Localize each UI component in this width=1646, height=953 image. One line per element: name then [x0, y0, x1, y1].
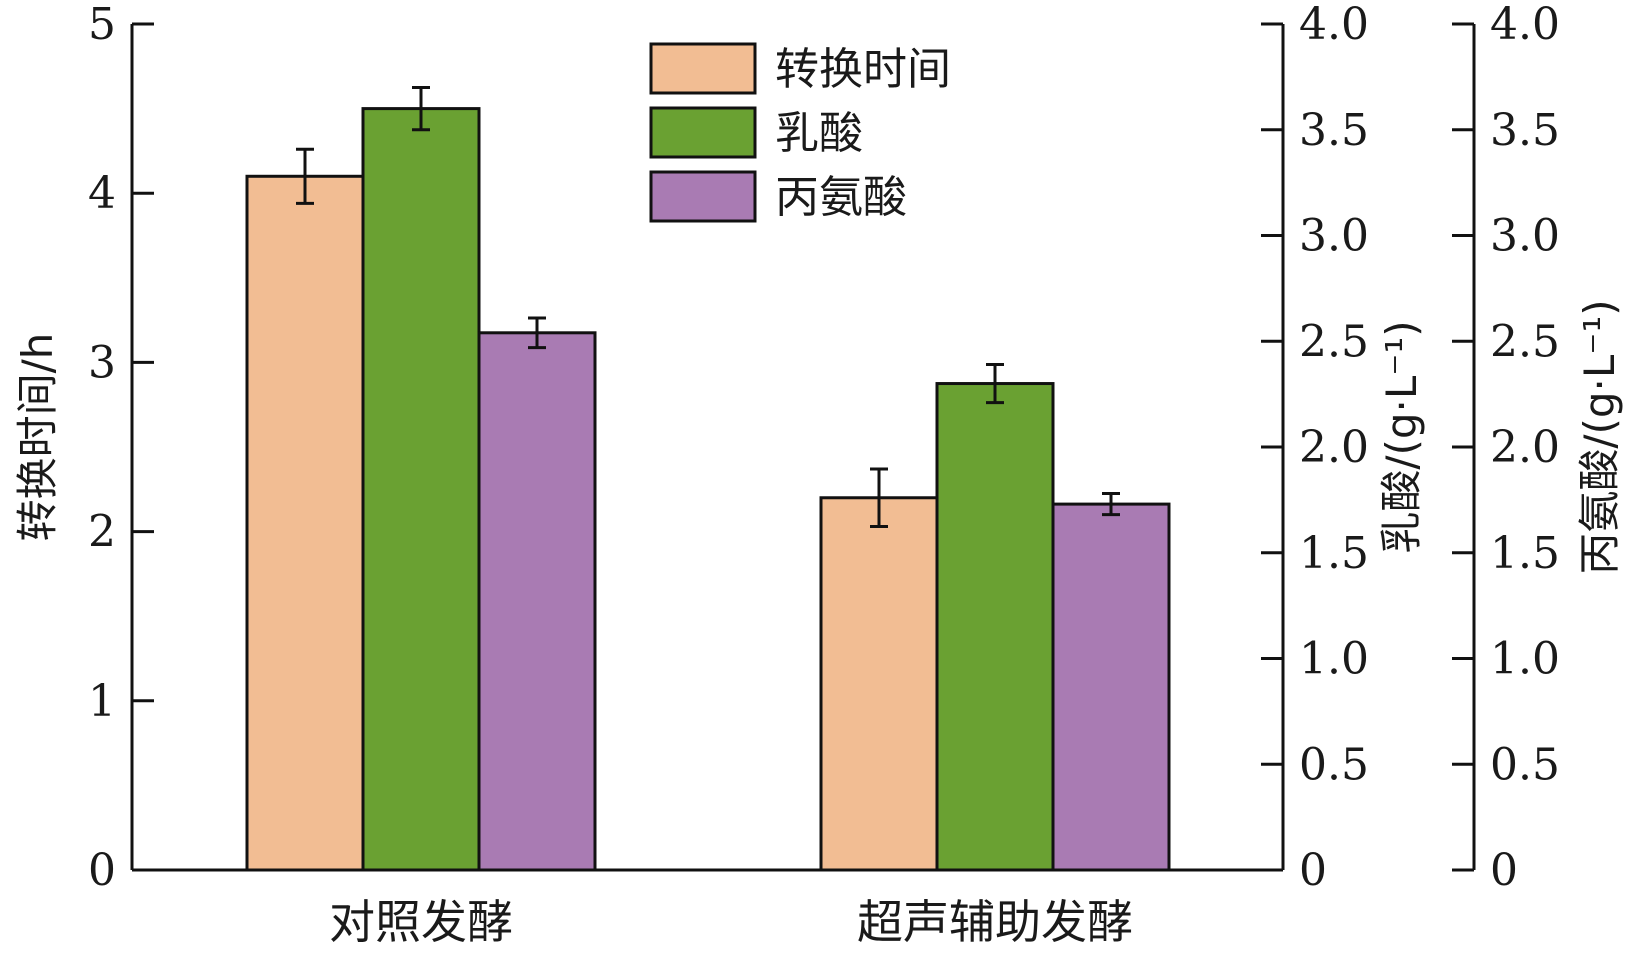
right2-axis-title: 丙氨酸/(g·L⁻¹) — [1575, 299, 1624, 574]
right1-tick-label: 2.5 — [1299, 316, 1369, 367]
category-label: 对照发酵 — [329, 895, 513, 949]
right2-tick-label: 3.5 — [1490, 105, 1560, 156]
right1-tick-label: 4.0 — [1299, 0, 1369, 50]
right2-tick-label: 3.0 — [1490, 211, 1560, 262]
legend-label: 乳酸 — [775, 108, 863, 159]
right2-tick-label: 0 — [1490, 845, 1518, 896]
axes-layer: 对照发酵 超声辅助发酵 0 1 2 3 4 5 0 0.5 1.0 1.5 2.0 2.5 3.0 3.5 4.… — [88, 0, 1560, 949]
errorbars-layer — [296, 85, 1120, 529]
right2-tick-label: 1.0 — [1490, 634, 1560, 685]
right1-tick-label: 0.5 — [1299, 739, 1369, 790]
right2-tick-label: 2.5 — [1490, 316, 1560, 367]
right1-axis-title: 乳酸/(g·L⁻¹) — [1377, 320, 1426, 553]
legend-label: 丙氨酸 — [775, 172, 907, 223]
legend-swatch — [649, 170, 757, 223]
bar — [361, 107, 481, 872]
right1-tick-label: 2.0 — [1299, 422, 1369, 473]
right1-tick-label: 1.0 — [1299, 634, 1369, 685]
bars-layer — [245, 107, 1171, 872]
left-axis-title: 转换时间/h — [13, 333, 62, 542]
right1-tick-label: 3.5 — [1299, 105, 1369, 156]
right1-tick-label: 1.5 — [1299, 528, 1369, 579]
legend-swatch — [649, 106, 757, 159]
left-tick-label: 0 — [88, 845, 116, 896]
bar — [245, 174, 365, 872]
right2-tick-label: 1.5 — [1490, 528, 1560, 579]
bar — [819, 496, 939, 872]
right2-tick-label: 0.5 — [1490, 739, 1560, 790]
bar — [935, 382, 1055, 872]
left-tick-label: 3 — [88, 337, 116, 388]
legend-swatch — [649, 42, 757, 95]
bar — [1051, 502, 1171, 872]
category-label: 超声辅助发酵 — [857, 895, 1133, 949]
right1-tick-label: 3.0 — [1299, 211, 1369, 262]
right1-tick-label: 0 — [1299, 845, 1327, 896]
right2-tick-label: 4.0 — [1490, 0, 1560, 50]
legend-label: 转换时间 — [775, 44, 951, 95]
left-tick-label: 1 — [88, 676, 116, 727]
right2-tick-label: 2.0 — [1490, 422, 1560, 473]
left-tick-label: 5 — [88, 0, 116, 50]
left-tick-label: 2 — [88, 507, 116, 558]
left-tick-label: 4 — [88, 168, 116, 219]
bar — [477, 331, 597, 872]
